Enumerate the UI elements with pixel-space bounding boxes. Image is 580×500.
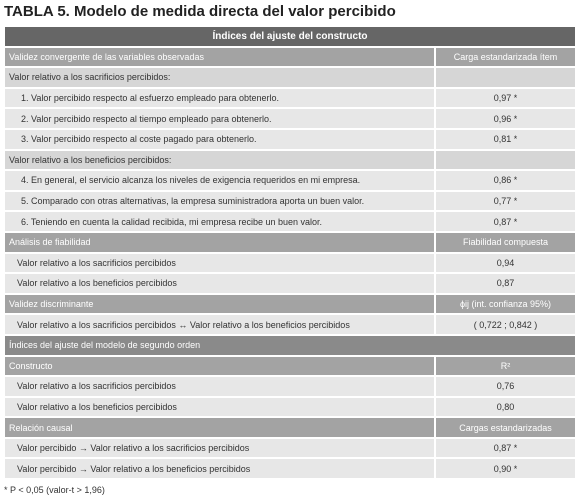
section-heading: Validez convergente de las variables obs… (4, 46, 576, 68)
item-row-value: 0,86 * (435, 170, 576, 191)
item-row-label: Valor relativo a los sacrificios percibi… (4, 252, 435, 274)
section-heading-label: Validez discriminante (4, 293, 435, 315)
item-row-value: 0,87 * (435, 211, 576, 232)
table-title: TABLA 5. Modelo de medida directa del va… (4, 3, 396, 20)
item-row-label: Valor relativo a los beneficios percibid… (4, 273, 435, 294)
table: Índices del ajuste del constructo Validez… (4, 26, 576, 480)
item-row-label: Valor percibido → Valor relativo a los b… (4, 458, 435, 480)
item-row-value: 0,80 (435, 396, 576, 418)
item-row-value: 0,81 * (435, 128, 576, 150)
item-row-value: 0,90 * (435, 458, 576, 480)
block-header-text: Índices del ajuste del modelo de segundo… (4, 334, 576, 356)
item-row-label: Valor relativo a los sacrificios percibi… (4, 314, 435, 335)
section-heading: Validez discriminante ϕij (int. confianza… (4, 293, 576, 315)
item-row: Valor relativo a los sacrificios percibi… (4, 252, 576, 274)
item-row-label: Valor relativo a los sacrificios percibi… (4, 376, 435, 397)
item-row-value: 0,77 * (435, 190, 576, 212)
item-row: 3. Valor percibido respecto al coste pag… (4, 128, 576, 150)
section-heading-label: Constructo (4, 355, 435, 377)
section-heading: Relación causal Cargas estandarizadas (4, 417, 576, 438)
footnote: * P < 0,05 (valor-t > 1,96) (4, 485, 105, 495)
item-row-label: 3. Valor percibido respecto al coste pag… (4, 128, 435, 150)
item-row: Valor relativo a los beneficios percibid… (4, 273, 576, 294)
item-row: Valor relativo a los beneficios percibid… (4, 396, 576, 418)
item-row: Valor percibido → Valor relativo a los s… (4, 437, 576, 459)
item-row-label: Valor relativo a los beneficios percibid… (4, 396, 435, 418)
item-row-value: ( 0,722 ; 0,842 ) (435, 314, 576, 335)
section-heading-value: Fiabilidad compuesta (435, 231, 576, 253)
section-heading-value: R² (435, 355, 576, 377)
section-heading-value: Cargas estandarizadas (435, 417, 576, 438)
group-row: Valor relativo a los sacrificios percibi… (4, 67, 576, 88)
group-row: Valor relativo a los beneficios percibid… (4, 149, 576, 171)
item-row-label: 6. Teniendo en cuenta la calidad recibid… (4, 211, 435, 232)
item-row-value: 0,94 (435, 252, 576, 274)
section-heading: Constructo R² (4, 355, 576, 377)
group-label: Valor relativo a los beneficios percibid… (4, 149, 435, 171)
item-row: Valor percibido → Valor relativo a los b… (4, 458, 576, 480)
item-row-label: 1. Valor percibido respecto al esfuerzo … (4, 87, 435, 109)
group-blank (435, 149, 576, 171)
item-row-value: 0,96 * (435, 108, 576, 129)
section-heading-value: ϕij (int. confianza 95%) (435, 293, 576, 315)
item-row: 4. En general, el servicio alcanza los n… (4, 170, 576, 191)
item-row: 2. Valor percibido respecto al tiempo em… (4, 108, 576, 129)
block-header-text: Índices del ajuste del constructo (4, 26, 576, 47)
item-row-value: 0,87 * (435, 437, 576, 459)
item-row: 1. Valor percibido respecto al esfuerzo … (4, 87, 576, 109)
item-row: Valor relativo a los sacrificios percibi… (4, 314, 576, 335)
block-header: Índices del ajuste del constructo (4, 26, 576, 47)
group-label: Valor relativo a los sacrificios percibi… (4, 67, 435, 88)
section-heading-label: Análisis de fiabilidad (4, 231, 435, 253)
item-row-label: 4. En general, el servicio alcanza los n… (4, 170, 435, 191)
block-header: Índices del ajuste del modelo de segundo… (4, 334, 576, 356)
section-heading-value: Carga estandarizada ítem (435, 46, 576, 68)
section-heading-label: Validez convergente de las variables obs… (4, 46, 435, 68)
item-row-value: 0,76 (435, 376, 576, 397)
item-row-value: 0,87 (435, 273, 576, 294)
item-row-label: 2. Valor percibido respecto al tiempo em… (4, 108, 435, 129)
item-row-label: Valor percibido → Valor relativo a los s… (4, 437, 435, 459)
section-heading-label: Relación causal (4, 417, 435, 438)
item-row-label: 5. Comparado con otras alternativas, la … (4, 190, 435, 212)
item-row: 5. Comparado con otras alternativas, la … (4, 190, 576, 212)
section-heading: Análisis de fiabilidad Fiabilidad compues… (4, 231, 576, 253)
item-row: Valor relativo a los sacrificios percibi… (4, 376, 576, 397)
item-row-value: 0,97 * (435, 87, 576, 109)
item-row: 6. Teniendo en cuenta la calidad recibid… (4, 211, 576, 232)
group-blank (435, 67, 576, 88)
